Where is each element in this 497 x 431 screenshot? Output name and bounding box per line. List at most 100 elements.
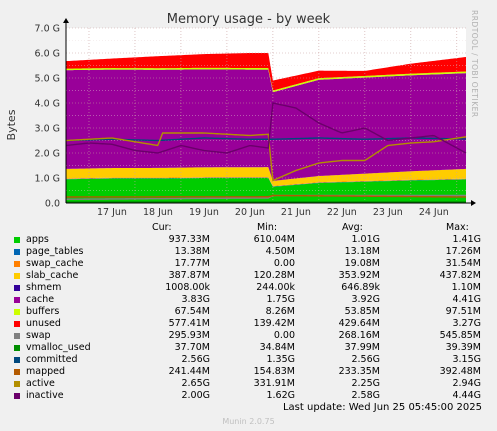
legend-name: committed <box>26 354 78 365</box>
legend-max: 1.10M <box>451 282 481 293</box>
y-tick-label: 4.0 G <box>35 99 61 110</box>
legend-row-buffers: buffers 67.54M 8.26M 53.85M 97.51M <box>12 306 492 318</box>
legend-name: swap_cache <box>26 258 84 269</box>
legend-name: vmalloc_used <box>26 342 91 353</box>
legend-swatch <box>14 273 20 279</box>
line-active <box>65 132 467 182</box>
legend-avg: 233.35M <box>338 366 380 377</box>
legend-cur: 1008.00k <box>165 282 210 293</box>
legend-max: 39.39M <box>445 342 481 353</box>
legend-cur: 2.00G <box>181 390 210 401</box>
legend-swatch <box>14 357 20 363</box>
legend-name: active <box>26 378 55 389</box>
legend-min: 244.00k <box>256 282 295 293</box>
legend-swatch <box>14 369 20 375</box>
munin-version: Munin 2.0.75 <box>222 417 275 426</box>
legend-name: cache <box>26 294 55 305</box>
x-tick-label: 20 Jun <box>235 207 265 218</box>
legend-name: page_tables <box>26 246 84 257</box>
y-tick-label: 2.0 G <box>35 149 61 160</box>
y-tick-label: 6.0 G <box>35 49 61 60</box>
legend-cur: 937.33M <box>168 234 210 245</box>
legend-avg: 2.58G <box>351 390 380 401</box>
legend-name: shmem <box>26 282 62 293</box>
legend-name: mapped <box>26 366 66 377</box>
legend-max: 2.94G <box>452 378 481 389</box>
legend-cur: 387.87M <box>168 270 210 281</box>
legend-name: buffers <box>26 306 60 317</box>
last-update: Last update: Wed Jun 25 05:45:00 2025 <box>282 402 482 413</box>
legend-avg: 646.89k <box>341 282 380 293</box>
x-tick-label: 22 Jun <box>327 207 357 218</box>
legend-avg: 3.92G <box>351 294 380 305</box>
legend-min: 139.42M <box>253 318 295 329</box>
legend-swatch <box>14 261 20 267</box>
legend-cur: 577.41M <box>168 318 210 329</box>
legend-max: 31.54M <box>445 258 481 269</box>
x-axis-arrow <box>471 200 476 206</box>
line-swap <box>65 194 466 200</box>
area-slab-cache <box>66 167 466 186</box>
legend-cur: 241.44M <box>168 366 210 377</box>
legend-min: 120.28M <box>253 270 295 281</box>
x-tick-label: 21 Jun <box>281 207 311 218</box>
legend-max: 3.27G <box>452 318 481 329</box>
legend-row-inactive: inactive 2.00G 1.62G 2.58G 4.44G <box>12 390 492 402</box>
legend-cur: 295.93M <box>168 330 210 341</box>
legend-swatch <box>14 249 20 255</box>
legend-row-slab-cache: slab_cache 387.87M 120.28M 353.92M 437.82M <box>12 270 492 282</box>
y-tick-label: 7.0 G <box>35 24 61 35</box>
legend-header-cur: Cur: <box>152 222 172 233</box>
legend-row-unused: unused 577.41M 139.42M 429.64M 3.27G <box>12 318 492 330</box>
legend-avg: 2.56G <box>351 354 380 365</box>
legend-cur: 13.38M <box>174 246 210 257</box>
legend-swatch <box>14 321 20 327</box>
legend-row-apps: apps 937.33M 610.04M 1.01G 1.41G <box>12 234 492 246</box>
legend-min: 331.91M <box>253 378 295 389</box>
legend-max: 437.82M <box>439 270 481 281</box>
legend-header-min: Min: <box>257 222 278 233</box>
legend-swatch <box>14 345 20 351</box>
legend-row-shmem: shmem 1008.00k 244.00k 646.89k 1.10M <box>12 282 492 294</box>
legend-min: 1.75G <box>266 294 295 305</box>
line-committed <box>65 137 467 142</box>
legend-cur: 2.65G <box>181 378 210 389</box>
area-cache <box>66 69 466 181</box>
y-tick-label: 5.0 G <box>35 74 61 85</box>
legend-min: 154.83M <box>253 366 295 377</box>
legend-row-swap-cache: swap_cache 17.77M 0.00 19.08M 31.54M <box>12 258 492 270</box>
legend-header-avg: Avg: <box>342 222 363 233</box>
legend-max: 17.26M <box>445 246 481 257</box>
legend-swatch <box>14 393 20 399</box>
legend-min: 1.35G <box>266 354 295 365</box>
legend-max: 4.41G <box>452 294 481 305</box>
chart-title: Memory usage - by week <box>166 12 331 27</box>
legend-max: 392.48M <box>439 366 481 377</box>
legend-row-committed: committed 2.56G 1.35G 2.56G 3.15G <box>12 354 492 366</box>
legend-avg: 19.08M <box>344 258 380 269</box>
legend-avg: 353.92M <box>338 270 380 281</box>
legend-min: 0.00 <box>273 330 295 341</box>
legend-min: 0.00 <box>273 258 295 269</box>
legend-cur: 67.54M <box>174 306 210 317</box>
legend-cur: 37.70M <box>174 342 210 353</box>
legend-swatch <box>14 309 20 315</box>
legend-min: 4.50M <box>265 246 295 257</box>
line-mapped <box>65 194 467 198</box>
legend-avg: 53.85M <box>344 306 380 317</box>
x-tick-label: 17 Jun <box>97 207 127 218</box>
legend-min: 610.04M <box>253 234 295 245</box>
area-page-tables <box>66 177 466 187</box>
legend-avg: 2.25G <box>351 378 380 389</box>
line-inactive <box>65 102 467 154</box>
legend-avg: 1.01G <box>351 234 380 245</box>
legend-swatch <box>14 297 20 303</box>
legend-max: 4.44G <box>452 390 481 401</box>
legend-name: inactive <box>26 390 64 401</box>
legend-avg: 37.99M <box>344 342 380 353</box>
legend-row-swap: swap 295.93M 0.00 268.16M 545.85M <box>12 330 492 342</box>
x-tick-label: 24 Jun <box>419 207 449 218</box>
legend-row-active: active 2.65G 331.91M 2.25G 2.94G <box>12 378 492 390</box>
legend-header-row: Cur: Min: Avg: Max: <box>12 222 492 234</box>
